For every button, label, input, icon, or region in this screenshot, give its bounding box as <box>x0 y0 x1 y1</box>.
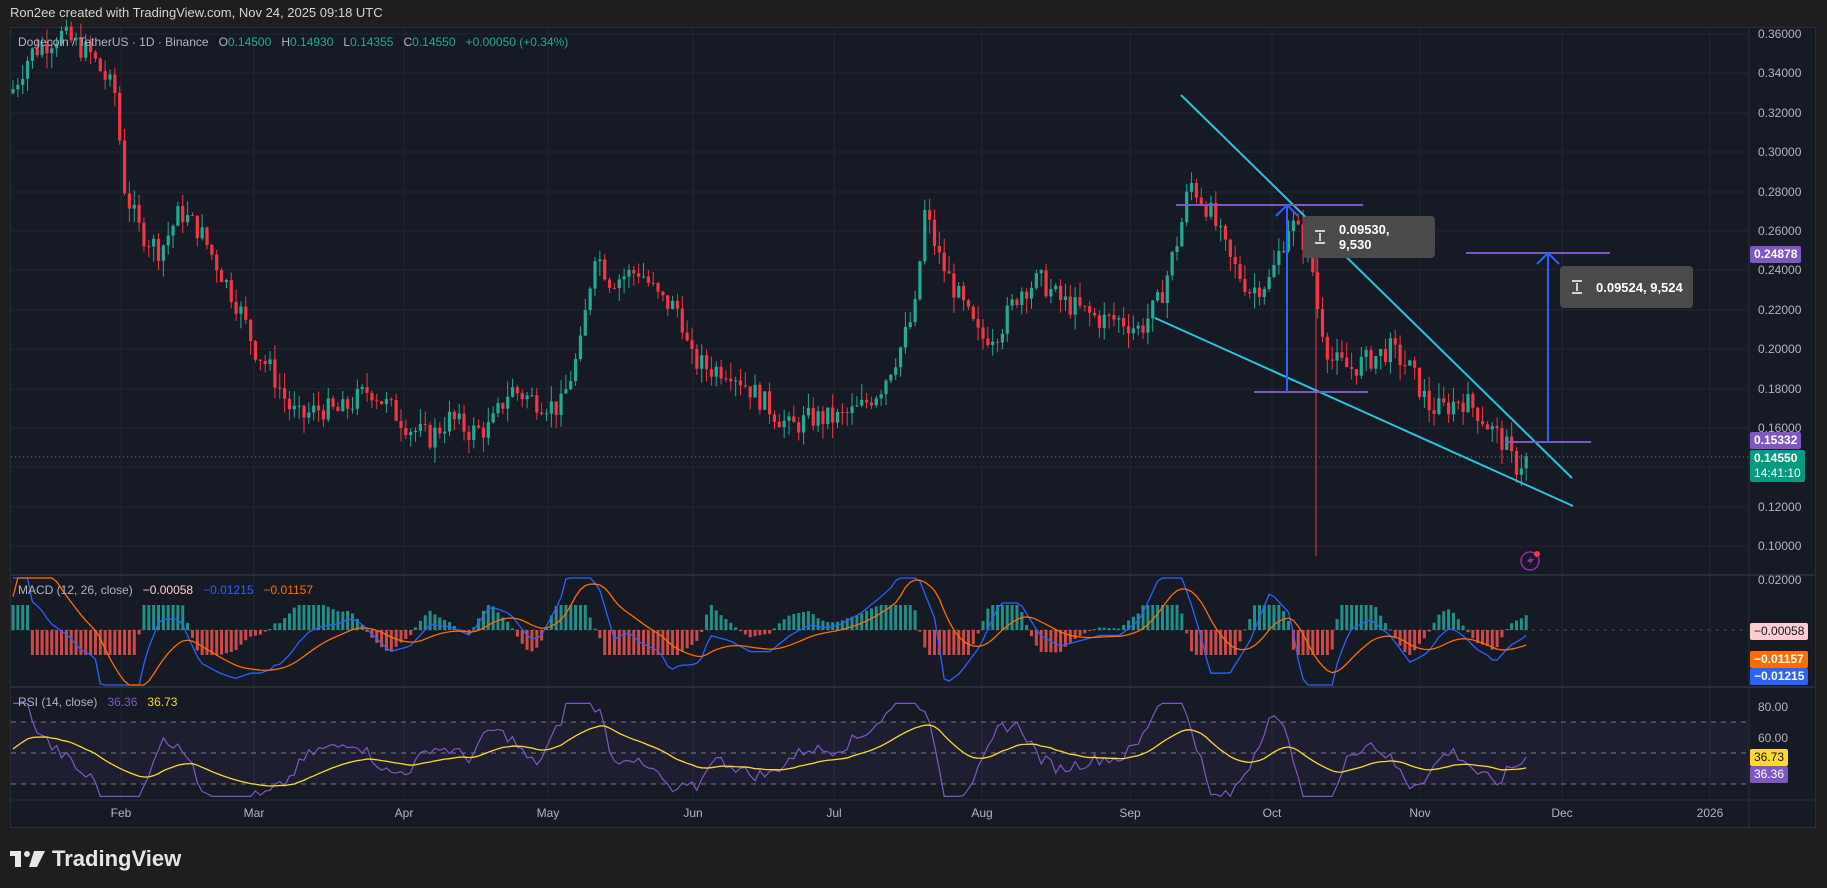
rsi-ma-line <box>12 724 1527 787</box>
tradingview-logo[interactable]: TradingView <box>10 846 181 872</box>
price-tick: 0.32000 <box>1758 106 1802 120</box>
price-tick: 0.36000 <box>1758 27 1802 41</box>
time-tick: Oct <box>1262 806 1282 820</box>
price-tick: 0.28000 <box>1758 185 1802 199</box>
symbol-legend: Dogecoin / TetherUS · 1D · Binance O0.14… <box>18 35 569 49</box>
tradingview-logo-icon <box>10 851 45 867</box>
time-tick: Aug <box>971 806 993 820</box>
macd-value: −0.01215 <box>203 583 254 597</box>
macd-legend[interactable]: MACD (12, 26, close) −0.00058 −0.01215 −… <box>18 583 314 597</box>
price-tick: 0.30000 <box>1758 145 1802 159</box>
bar-countdown: 14:41:10 <box>1754 466 1801 480</box>
macd-hist-value: −0.00058 <box>142 583 194 597</box>
time-tick: Dec <box>1551 806 1573 820</box>
price-tick: 0.16000 <box>1758 421 1802 435</box>
rsi-ma-tag: 36.73 <box>1750 749 1789 766</box>
price-range-icon <box>1570 280 1584 294</box>
macd-axis-tick: 0.02000 <box>1758 573 1802 587</box>
measure2-arrow-head <box>1536 251 1560 265</box>
time-tick: 2026 <box>1696 806 1724 820</box>
price-tick: 0.18000 <box>1758 382 1802 396</box>
rsi-axis-tick: 60.00 <box>1758 731 1789 745</box>
time-tick: Feb <box>110 806 132 820</box>
breakout-price-tag: 0.15332 <box>1750 432 1802 449</box>
rsi-axis-tick: 80.00 <box>1758 700 1789 714</box>
price-tick: 0.34000 <box>1758 66 1802 80</box>
macd-histogram <box>11 605 1528 655</box>
measure1-arrow-head <box>1275 203 1299 217</box>
macd-signal-line <box>12 577 1527 686</box>
price-tick: 0.12000 <box>1758 500 1802 514</box>
price-range-icon <box>1313 230 1327 244</box>
price-tick: 0.22000 <box>1758 303 1802 317</box>
time-tick: Nov <box>1409 806 1431 820</box>
rsi-tag: 36.36 <box>1750 766 1789 783</box>
macd-signal-tag: −0.01157 <box>1750 651 1808 668</box>
rsi-band-background <box>11 722 1748 784</box>
macd-line <box>13 577 1527 686</box>
change-value: +0.00050 (+0.34%) <box>465 35 569 49</box>
rsi-value: 36.36 <box>107 695 138 709</box>
macd-signal-value: −0.01157 <box>263 583 314 597</box>
last-price-tag: 0.14550 14:41:10 <box>1750 450 1805 482</box>
rsi-legend[interactable]: RSI (14, close) 36.36 36.73 <box>18 695 178 709</box>
close-value: 0.14550 <box>412 35 456 49</box>
price-gridlines <box>11 28 1748 800</box>
time-tick: Jun <box>683 806 703 820</box>
time-tick: May <box>536 806 560 820</box>
price-tick: 0.20000 <box>1758 342 1802 356</box>
wedge-lower-trendline <box>1154 317 1574 507</box>
wedge-upper-trendline <box>1180 94 1573 479</box>
rsi-ma-value: 36.73 <box>147 695 178 709</box>
high-value: 0.14930 <box>289 35 334 49</box>
price-tick: 0.10000 <box>1758 539 1802 553</box>
alert-lightning-icon[interactable] <box>1520 551 1540 571</box>
price-tick: 0.26000 <box>1758 224 1802 238</box>
measure2-label[interactable]: 0.09524, 9,524 <box>1560 266 1693 308</box>
rsi-line <box>13 702 1527 798</box>
low-value: 0.14355 <box>350 35 394 49</box>
measure1-label[interactable]: 0.09530, 9,530 <box>1303 216 1435 258</box>
time-tick: Mar <box>243 806 265 820</box>
symbol-title[interactable]: Dogecoin / TetherUS · 1D · Binance <box>18 35 209 49</box>
open-value: 0.14500 <box>227 35 272 49</box>
brand-name: TradingView <box>52 846 182 871</box>
macd-hist-tag: −0.00058 <box>1750 623 1809 640</box>
time-tick: Sep <box>1119 806 1141 820</box>
target-price-tag: 0.24878 <box>1750 246 1802 263</box>
price-tick: 0.24000 <box>1758 263 1802 277</box>
attribution-text: Ron2ee created with TradingView.com, Nov… <box>10 5 383 20</box>
candlestick-series <box>11 19 1528 557</box>
time-tick: Apr <box>394 806 414 820</box>
macd-tag: −0.01215 <box>1750 668 1809 685</box>
time-tick: Jul <box>826 806 842 820</box>
